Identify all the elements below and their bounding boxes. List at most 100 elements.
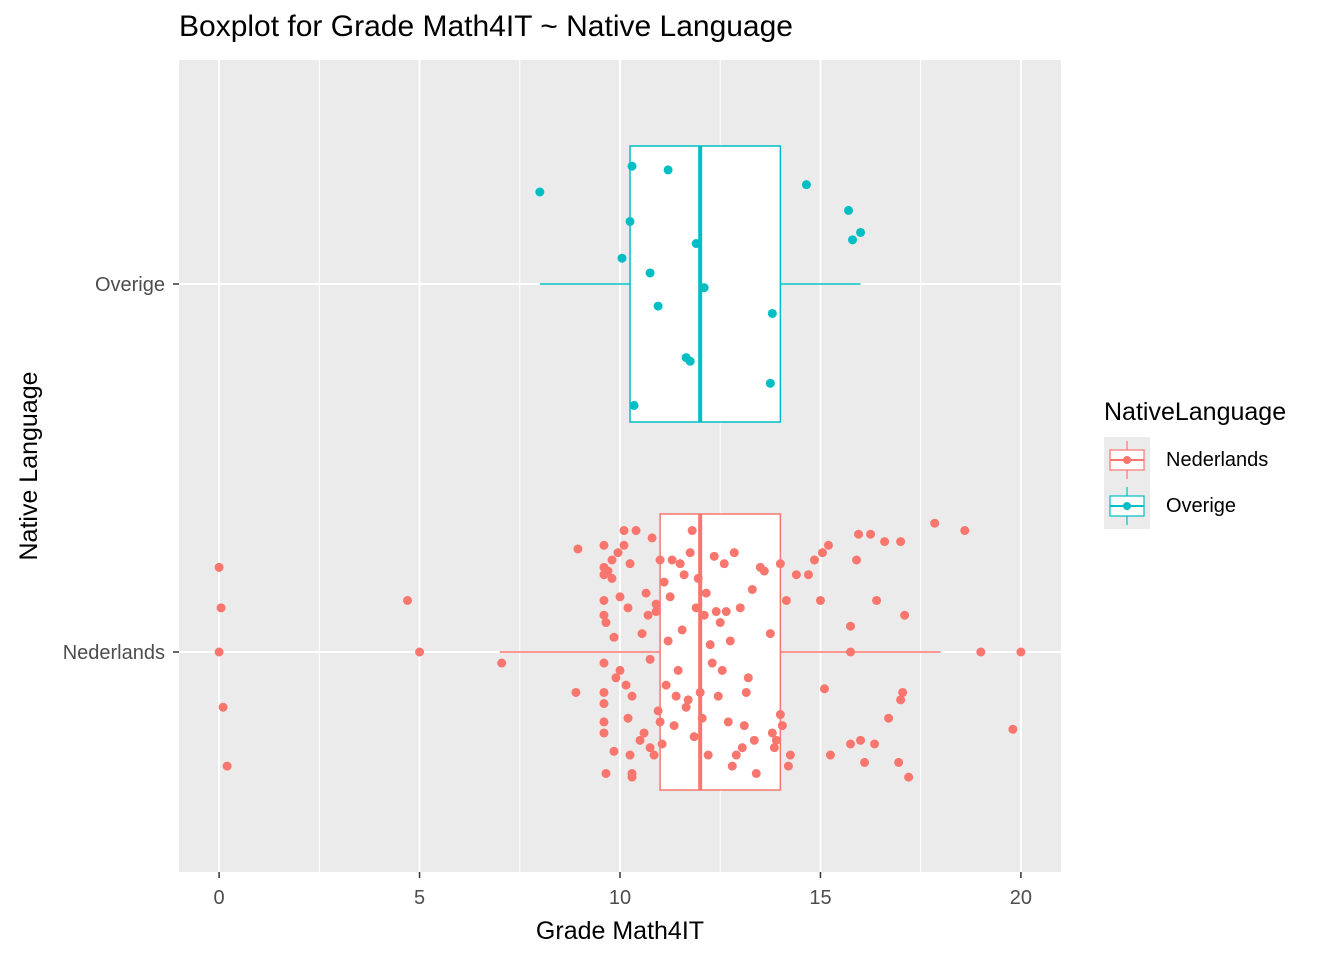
- x-tick-label: 5: [414, 887, 425, 909]
- data-point: [695, 687, 705, 697]
- data-point: [781, 595, 791, 605]
- y-tick-label: Overige: [95, 274, 165, 296]
- data-point: [641, 588, 651, 598]
- data-point: [771, 735, 781, 745]
- data-point: [663, 636, 673, 646]
- data-point: [707, 658, 717, 668]
- data-point: [880, 537, 890, 547]
- data-point: [721, 607, 731, 617]
- y-axis: Nederlands Overige: [63, 274, 179, 664]
- data-point: [801, 180, 811, 190]
- legend-item-nederlands: Nederlands: [1104, 437, 1286, 483]
- data-point: [637, 629, 647, 639]
- data-point: [894, 757, 904, 767]
- legend-key-overige: [1104, 483, 1150, 529]
- data-point: [713, 691, 723, 701]
- data-point: [625, 216, 635, 226]
- x-axis: 0 5 10 15 20: [214, 872, 1032, 909]
- data-point: [1016, 647, 1026, 657]
- data-point: [687, 526, 697, 536]
- data-point: [609, 746, 619, 756]
- data-point: [611, 673, 621, 683]
- data-point: [655, 555, 665, 565]
- data-point: [625, 559, 635, 569]
- data-point: [844, 205, 854, 215]
- data-point: [571, 687, 581, 697]
- data-point: [741, 687, 751, 697]
- data-point: [625, 750, 635, 760]
- boxplot-overige: [539, 145, 861, 423]
- data-point: [615, 665, 625, 675]
- data-point: [214, 562, 224, 572]
- data-point: [791, 570, 801, 580]
- data-point: [705, 640, 715, 650]
- data-point: [675, 559, 685, 569]
- data-point: [777, 721, 787, 731]
- data-point: [846, 647, 856, 657]
- data-point: [601, 768, 611, 778]
- data-point: [607, 573, 617, 583]
- data-point: [617, 253, 627, 263]
- data-point: [629, 400, 639, 410]
- data-point: [645, 268, 655, 278]
- legend-label-nederlands: Nederlands: [1166, 448, 1269, 471]
- data-point: [735, 603, 745, 613]
- data-point: [497, 658, 507, 668]
- data-point: [775, 710, 785, 720]
- data-point: [691, 603, 701, 613]
- data-point: [856, 227, 866, 237]
- data-point: [665, 592, 675, 602]
- data-point: [848, 235, 858, 245]
- data-point: [960, 526, 970, 536]
- data-point: [655, 717, 665, 727]
- data-point: [643, 610, 653, 620]
- data-point: [623, 713, 633, 723]
- data-point: [671, 691, 681, 701]
- data-point: [691, 239, 701, 249]
- data-point: [846, 739, 856, 749]
- data-point: [599, 699, 609, 709]
- data-point: [599, 658, 609, 668]
- data-point: [667, 555, 677, 565]
- data-point: [651, 599, 661, 609]
- data-point: [846, 621, 856, 631]
- data-point: [689, 732, 699, 742]
- data-point: [896, 537, 906, 547]
- data-point: [683, 695, 693, 705]
- data-point: [685, 548, 695, 558]
- x-tick-label: 10: [609, 887, 631, 909]
- legend-swatch-overige: [1109, 487, 1145, 525]
- box: [629, 145, 782, 423]
- data-point: [663, 165, 673, 175]
- data-point: [819, 684, 829, 694]
- data-point: [930, 518, 940, 528]
- data-point: [415, 647, 425, 657]
- data-point: [872, 595, 882, 605]
- data-point: [216, 603, 226, 613]
- data-point: [709, 551, 719, 561]
- legend-item-overige: Overige: [1104, 483, 1286, 529]
- data-point: [823, 540, 833, 550]
- data-point: [599, 728, 609, 738]
- x-tick-label: 15: [809, 887, 831, 909]
- data-point: [767, 728, 777, 738]
- data-point: [627, 161, 637, 171]
- data-point: [699, 283, 709, 293]
- data-point: [809, 555, 819, 565]
- data-point: [699, 610, 709, 620]
- data-point: [703, 750, 713, 760]
- data-point: [785, 750, 795, 760]
- data-point: [627, 691, 637, 701]
- data-point: [729, 548, 739, 558]
- data-point: [711, 607, 721, 617]
- data-point: [870, 739, 880, 749]
- data-point: [854, 529, 864, 539]
- data-point: [775, 559, 785, 569]
- data-point: [767, 308, 777, 318]
- y-tick-label: Nederlands: [63, 642, 165, 664]
- data-point: [653, 706, 663, 716]
- legend-key-nederlands: [1104, 437, 1150, 483]
- data-point: [783, 761, 793, 771]
- data-point: [649, 750, 659, 760]
